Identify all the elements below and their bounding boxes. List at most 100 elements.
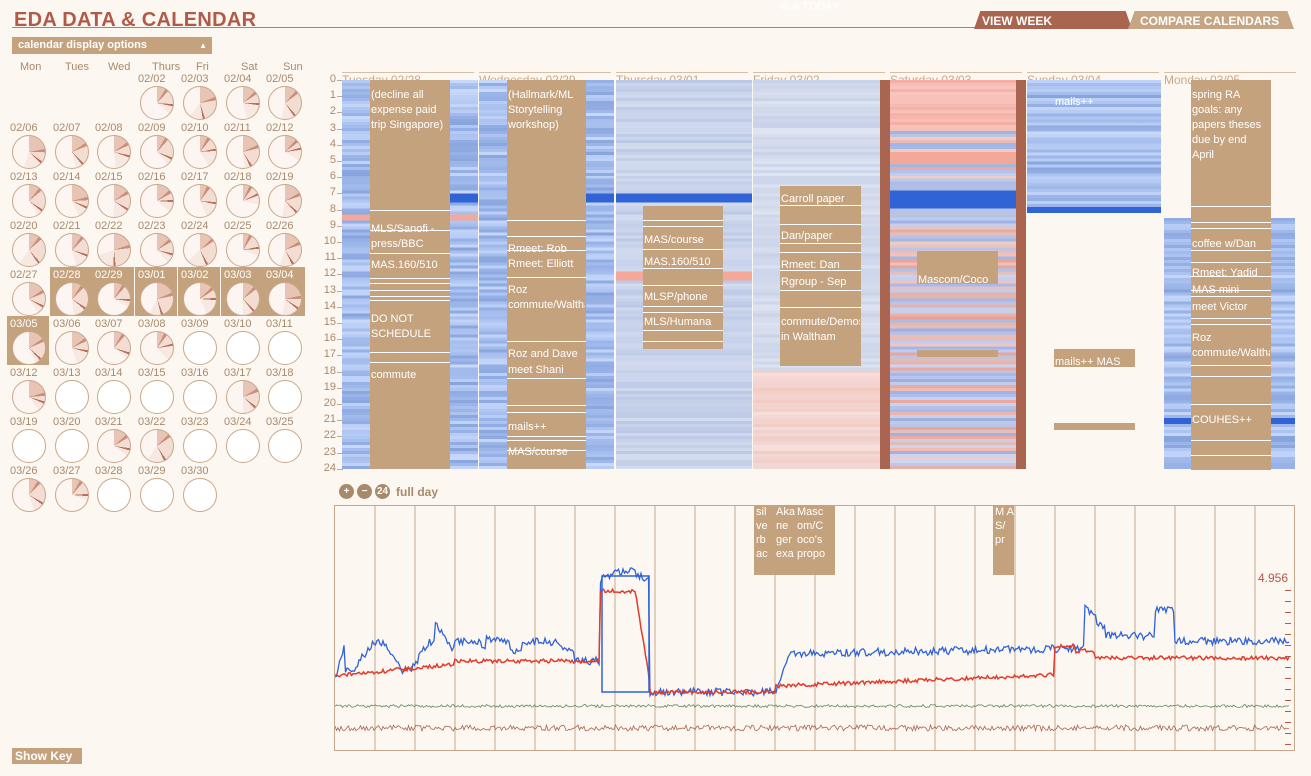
calendar-event[interactable]: MLS/Sanofi - press/BBC <box>371 223 435 250</box>
calendar-date-label[interactable]: 02/19 <box>266 171 294 183</box>
day-eda-pie[interactable] <box>183 86 217 120</box>
day-eda-pie[interactable] <box>140 135 174 169</box>
calendar-event[interactable]: DO NOT SCHEDULE <box>371 313 431 340</box>
calendar-event-block[interactable] <box>917 350 998 357</box>
calendar-date-label[interactable]: 03/16 <box>181 367 209 379</box>
day-eda-pie[interactable] <box>268 331 302 365</box>
day-eda-pie[interactable] <box>12 282 46 316</box>
calendar-date-label[interactable]: 03/09 <box>181 318 209 330</box>
day-eda-pie[interactable] <box>268 86 302 120</box>
calendar-date-label[interactable]: 03/11 <box>266 318 293 330</box>
calendar-event[interactable]: MLS/Humana <box>644 316 712 328</box>
selection-box[interactable] <box>601 575 650 693</box>
zoom-24-button[interactable]: 24 <box>375 484 390 499</box>
calendar-date-label[interactable]: 02/02 <box>138 73 166 85</box>
calendar-event[interactable]: MAS mini <box>1192 284 1240 296</box>
calendar-date-label[interactable]: 02/23 <box>138 220 166 232</box>
calendar-date-label[interactable]: 03/25 <box>266 416 294 428</box>
calendar-date-label[interactable]: 02/20 <box>10 220 38 232</box>
calendar-event[interactable]: commute <box>371 369 417 381</box>
calendar-event[interactable]: MAS/course <box>644 234 704 246</box>
calendar-date-label[interactable]: 02/12 <box>266 122 294 134</box>
calendar-date-label[interactable]: 02/14 <box>53 171 81 183</box>
day-eda-pie[interactable] <box>97 135 131 169</box>
calendar-date-label[interactable]: 02/08 <box>95 122 123 134</box>
day-eda-pie[interactable] <box>226 331 260 365</box>
day-eda-pie[interactable] <box>55 233 89 267</box>
calendar-date-label[interactable]: 02/05 <box>266 73 294 85</box>
calendar-date-label[interactable]: 03/10 <box>224 318 252 330</box>
calendar-event[interactable]: (Hallmark/ML Storytelling workshop) <box>508 89 573 131</box>
day-eda-pie[interactable] <box>183 135 217 169</box>
day-eda-pie[interactable] <box>183 429 217 463</box>
day-eda-pie[interactable] <box>97 282 131 316</box>
day-eda-pie[interactable] <box>183 233 217 267</box>
full-day-label[interactable]: full day <box>396 485 439 499</box>
day-eda-pie[interactable] <box>12 478 46 512</box>
calendar-event[interactable]: MLSP/phone <box>644 291 708 303</box>
day-eda-pie[interactable] <box>140 380 174 414</box>
day-eda-pie[interactable] <box>183 184 217 218</box>
day-eda-pie[interactable] <box>55 135 89 169</box>
calendar-date-label[interactable]: 03/19 <box>10 416 38 428</box>
calendar-date-label[interactable]: 02/15 <box>95 171 123 183</box>
calendar-event[interactable]: spring RA goals: any papers theses due b… <box>1192 89 1262 161</box>
calendar-event[interactable]: Roz commute/Waltham <box>508 284 585 311</box>
calendar-event[interactable]: COUHES++ <box>1192 414 1252 426</box>
calendar-event[interactable]: mails++ <box>508 421 547 433</box>
zoom-in-button[interactable]: + <box>339 484 354 499</box>
calendar-date-label[interactable]: 02/28 <box>53 269 81 281</box>
day-eda-pie[interactable] <box>55 184 89 218</box>
calendar-date-label[interactable]: 02/11 <box>224 122 251 134</box>
calendar-event[interactable]: Roz commute/Waltham <box>1192 332 1270 359</box>
calendar-date-label[interactable]: 02/16 <box>138 171 166 183</box>
day-eda-pie[interactable] <box>55 282 89 316</box>
compare-calendars-tab[interactable]: COMPARE CALENDARS <box>1128 11 1294 29</box>
calendar-date-label[interactable]: 02/07 <box>53 122 81 134</box>
calendar-date-label[interactable]: 02/29 <box>95 269 123 281</box>
calendar-date-label[interactable]: 03/02 <box>181 269 209 281</box>
day-eda-pie[interactable] <box>268 135 302 169</box>
day-eda-pie[interactable] <box>97 233 131 267</box>
calendar-event[interactable]: commute/Demos in Waltham <box>781 316 860 343</box>
calendar-event-block[interactable] <box>1054 423 1135 430</box>
calendar-event[interactable]: Rmeet: Yadid <box>1192 267 1258 279</box>
calendar-event[interactable]: Dan/paper <box>781 230 833 242</box>
calendar-event[interactable]: Rmeet: Elliott <box>508 258 574 270</box>
calendar-date-label[interactable]: 03/15 <box>138 367 166 379</box>
calendar-date-label[interactable]: 02/03 <box>181 73 209 85</box>
event-marker-label[interactable]: Aka ne ger exa <box>774 505 795 575</box>
calendar-event[interactable]: Roz and Dave <box>508 348 578 360</box>
day-eda-pie[interactable] <box>226 135 260 169</box>
calendar-event[interactable]: Carroll paper <box>781 193 845 205</box>
calendar-date-label[interactable]: 02/26 <box>266 220 294 232</box>
day-eda-pie[interactable] <box>55 331 89 365</box>
day-eda-pie[interactable] <box>97 380 131 414</box>
day-eda-pie[interactable] <box>12 331 46 365</box>
day-eda-pie[interactable] <box>12 429 46 463</box>
calendar-event[interactable]: MAS.160/510 <box>371 259 438 271</box>
day-eda-pie[interactable] <box>140 478 174 512</box>
calendar-date-label[interactable]: 03/03 <box>224 269 252 281</box>
day-eda-pie[interactable] <box>140 233 174 267</box>
calendar-date-label[interactable]: 03/08 <box>138 318 166 330</box>
calendar-date-label[interactable]: 03/01 <box>138 269 166 281</box>
calendar-date-label[interactable]: 03/27 <box>53 465 81 477</box>
calendar-event[interactable]: mails++ MAS <box>1055 356 1121 368</box>
day-eda-pie[interactable] <box>226 233 260 267</box>
calendar-date-label[interactable]: 02/25 <box>224 220 252 232</box>
day-eda-pie[interactable] <box>183 478 217 512</box>
calendar-event[interactable]: meet Victor <box>1192 301 1248 313</box>
calendar-date-label[interactable]: 02/27 <box>10 269 38 281</box>
day-eda-pie[interactable] <box>268 184 302 218</box>
calendar-date-label[interactable]: 03/18 <box>266 367 294 379</box>
calendar-date-label[interactable]: 03/17 <box>224 367 252 379</box>
event-marker-label[interactable]: Masc om/C oco's propo <box>795 505 835 575</box>
calendar-date-label[interactable]: 03/04 <box>266 269 294 281</box>
day-eda-pie[interactable] <box>183 331 217 365</box>
calendar-date-label[interactable]: 03/28 <box>95 465 123 477</box>
event-marker-label[interactable]: sil ve rb ac <box>754 505 774 575</box>
day-eda-pie[interactable] <box>268 429 302 463</box>
calendar-event[interactable]: mails++ <box>1055 96 1094 108</box>
calendar-date-label[interactable]: 03/26 <box>10 465 38 477</box>
